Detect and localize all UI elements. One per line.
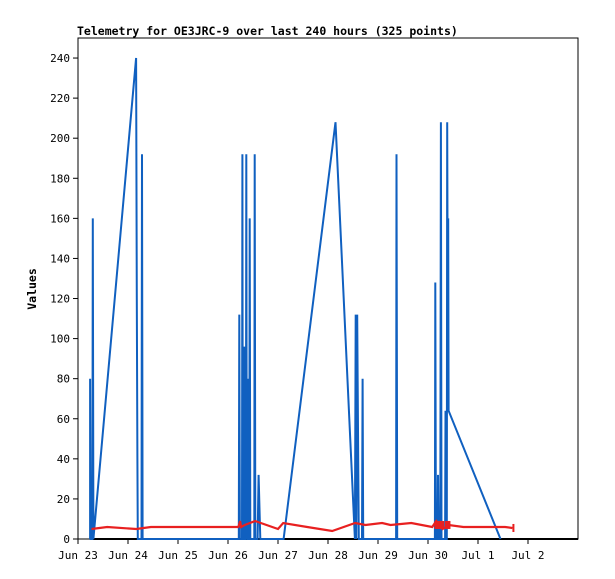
y-tick-label: 80 [57, 373, 70, 386]
y-tick-label: 240 [50, 52, 70, 65]
y-tick-label: 60 [57, 413, 70, 426]
x-tick-label: Jun 30 [408, 549, 448, 562]
chart-title: Telemetry for OE3JRC-9 over last 240 hou… [77, 24, 458, 38]
x-tick-label: Jun 26 [208, 549, 248, 562]
x-tick-label: Jun 29 [358, 549, 398, 562]
x-tick-label: Jun 24 [108, 549, 148, 562]
plot-area: 0 20 40 60 80 100 120 140 160 180 200 220 240 Jun 23 J… [50, 37, 579, 562]
plot-frame [77, 37, 579, 540]
series-line-2 [91, 519, 513, 533]
x-tick-label: Jun 28 [308, 549, 348, 562]
y-tick-label: 160 [50, 212, 70, 225]
y-tick-label: 180 [50, 172, 70, 185]
y-tick-label: 200 [50, 132, 70, 145]
y-tick-label: 140 [50, 252, 70, 265]
x-tick-label: Jun 23 [58, 549, 98, 562]
x-tick-label: Jul 2 [511, 549, 544, 562]
y-tick-label: 20 [57, 493, 70, 506]
y-tick-label: 0 [63, 533, 70, 546]
y-tick-label: 40 [57, 453, 70, 466]
y-tick-label: 100 [50, 333, 70, 346]
y-tick-label: 220 [50, 92, 70, 105]
y-axis-label: Values [25, 268, 39, 310]
y-tick-label: 120 [50, 293, 70, 306]
x-tick-label: Jun 25 [158, 549, 198, 562]
x-tick-label: Jul 1 [461, 549, 494, 562]
series-line-1 [89, 57, 502, 540]
x-tick-label: Jun 27 [258, 549, 298, 562]
